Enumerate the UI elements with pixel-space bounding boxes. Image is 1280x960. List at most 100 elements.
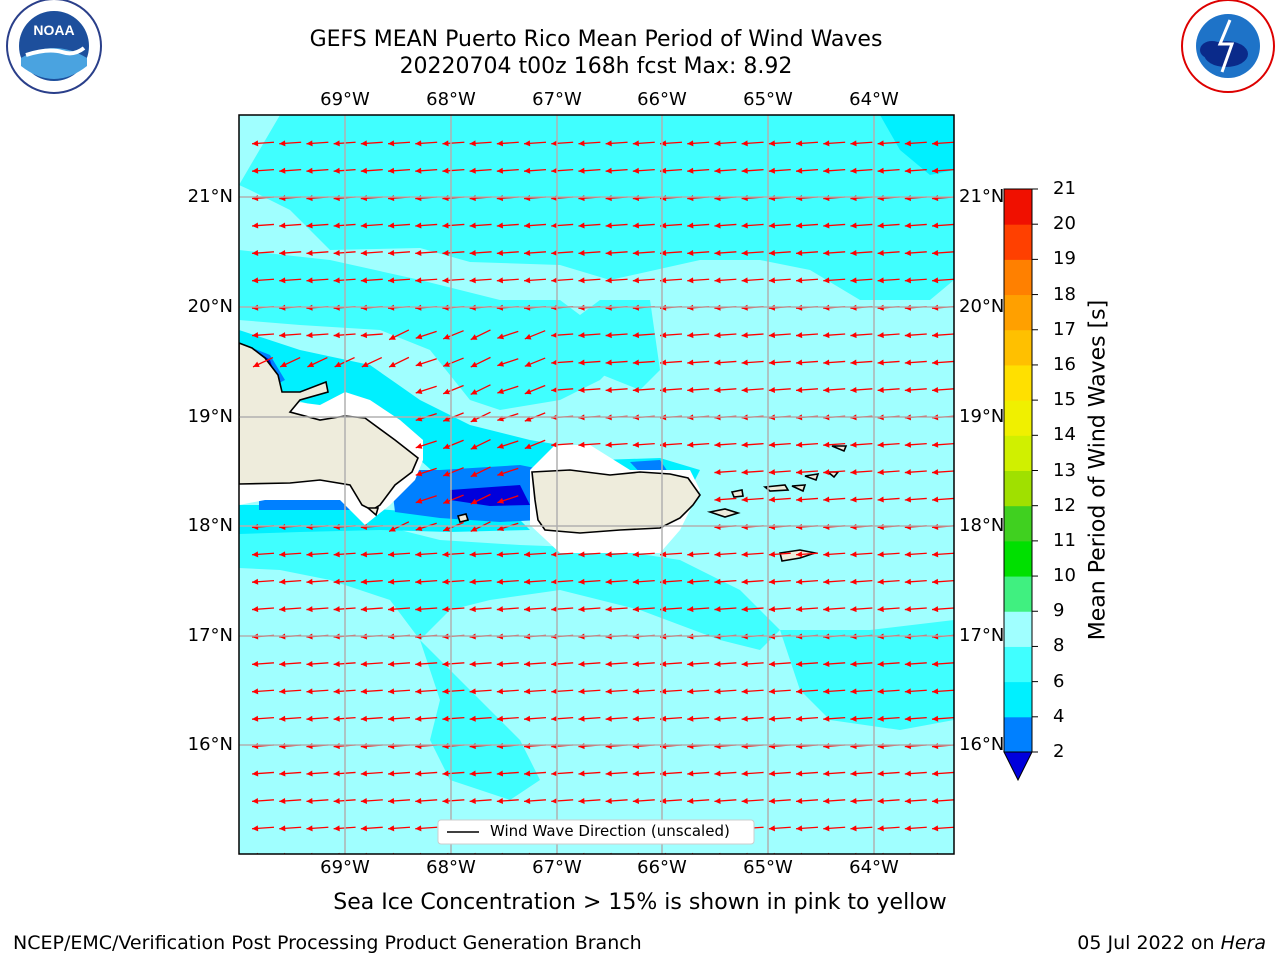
wind-direction-arrow: [714, 606, 737, 613]
wind-direction-arrow: [469, 688, 492, 695]
wind-direction-arrow: [687, 441, 710, 448]
wind-direction-arrow: [741, 660, 764, 667]
wind-direction-arrow: [306, 551, 329, 558]
wind-direction-arrow: [741, 578, 764, 585]
colorbar-tick-label: 19: [1053, 248, 1076, 270]
wind-direction-arrow: [768, 222, 791, 229]
colorbar-tick-label: 9: [1053, 600, 1065, 622]
wind-direction-arrow: [714, 469, 737, 476]
wind-direction-arrow: [931, 332, 954, 339]
wind-direction-arrow: [523, 770, 547, 777]
wind-direction-arrow: [659, 797, 683, 804]
wind-direction-arrow: [714, 167, 737, 174]
wind-direction-arrow: [795, 825, 819, 832]
wind-direction-arrow: [687, 770, 710, 777]
wind-direction-arrow: [279, 660, 302, 667]
lon-label-top: 67°W: [532, 89, 582, 110]
wind-direction-arrow: [551, 688, 574, 695]
wind-direction-arrow: [931, 249, 954, 256]
wind-direction-arrow: [415, 140, 438, 147]
lat-label-left: 19°N: [187, 406, 233, 427]
colorbar-tick-label: 6: [1053, 670, 1065, 692]
wind-direction-arrow: [904, 332, 927, 339]
wind-direction-arrow: [931, 797, 954, 804]
wind-direction-arrow: [523, 797, 547, 804]
wind-direction-arrow: [360, 332, 383, 339]
colorbar-tick-label: 17: [1053, 318, 1076, 340]
wind-direction-arrow: [632, 688, 655, 695]
wind-direction-arrow: [415, 797, 438, 804]
wind-direction-arrow: [823, 578, 846, 585]
wind-direction-arrow: [415, 688, 438, 695]
wind-direction-arrow: [251, 551, 275, 558]
wind-direction-arrow: [687, 386, 710, 393]
wind-direction-arrow: [415, 277, 438, 284]
lon-label-bottom: 69°W: [320, 857, 370, 878]
wind-direction-arrow: [524, 357, 546, 367]
wind-direction-arrow: [795, 715, 819, 722]
wind-direction-arrow: [687, 140, 710, 147]
wind-direction-arrow: [496, 715, 519, 722]
colorbar-segment: [1004, 681, 1032, 718]
wind-direction-arrow: [279, 551, 302, 558]
wind-direction-arrow: [714, 797, 737, 804]
wind-direction-arrow: [687, 797, 710, 804]
wind-direction-arrow: [687, 578, 710, 585]
wind-direction-arrow: [823, 167, 846, 174]
wind-direction-arrow: [497, 385, 519, 394]
wind-direction-arrow: [524, 439, 546, 450]
wind-direction-arrow: [795, 469, 819, 476]
wind-direction-arrow: [387, 770, 411, 777]
wind-direction-arrow: [251, 140, 275, 147]
wind-direction-arrow: [931, 359, 954, 366]
wind-direction-arrow: [360, 578, 383, 585]
wind-direction-arrow: [850, 688, 873, 695]
wind-direction-arrow: [714, 277, 737, 284]
lon-label-bottom: 66°W: [637, 857, 687, 878]
wind-direction-arrow: [415, 715, 438, 722]
colorbar-segment: [1004, 329, 1032, 366]
wind-direction-arrow: [768, 770, 791, 777]
wind-direction-arrow: [850, 441, 873, 448]
wind-direction-arrow: [605, 660, 628, 667]
wind-direction-arrow: [469, 797, 492, 804]
wind-direction-arrow: [387, 715, 411, 722]
wind-direction-arrow: [497, 330, 519, 340]
wind-direction-arrow: [360, 660, 383, 667]
wind-direction-arrow: [850, 332, 873, 339]
wind-direction-arrow: [523, 688, 547, 695]
wind-direction-arrow: [470, 356, 491, 368]
wind-direction-arrow: [795, 222, 819, 229]
wind-direction-arrow: [442, 384, 464, 395]
svg-text:NOAA: NOAA: [33, 22, 74, 38]
colorbar-tick-label: 4: [1053, 705, 1065, 727]
wind-direction-arrow: [687, 660, 710, 667]
wind-direction-arrow: [687, 332, 710, 339]
wind-direction-arrow: [877, 277, 900, 284]
wind-direction-arrow: [714, 578, 737, 585]
wind-direction-arrow: [632, 606, 655, 613]
wind-direction-arrow: [279, 140, 302, 147]
wind-direction-arrow: [904, 770, 927, 777]
wind-direction-arrow: [877, 249, 900, 256]
wind-direction-arrow: [877, 386, 900, 393]
wind-direction-arrow: [823, 386, 846, 393]
wind-direction-arrow: [496, 606, 519, 613]
land-masses: [239, 342, 848, 562]
wind-direction-arrow: [768, 688, 791, 695]
wind-direction-arrow: [741, 551, 764, 558]
wind-direction-arrow: [904, 359, 927, 366]
wind-direction-arrow: [714, 715, 737, 722]
wind-direction-arrow: [904, 140, 927, 147]
wind-direction-arrow: [768, 386, 791, 393]
wind-direction-arrow: [823, 359, 846, 366]
wind-direction-arrow: [823, 441, 846, 448]
wind-direction-arrow: [687, 606, 710, 613]
wind-direction-arrow: [904, 825, 927, 832]
wind-direction-arrow: [496, 688, 519, 695]
wind-direction-arrow: [415, 385, 437, 394]
lat-label-left: 17°N: [187, 625, 233, 646]
colorbar-tick-label: 15: [1053, 389, 1076, 411]
wind-direction-arrow: [632, 441, 655, 448]
wind-direction-arrow: [741, 222, 764, 229]
